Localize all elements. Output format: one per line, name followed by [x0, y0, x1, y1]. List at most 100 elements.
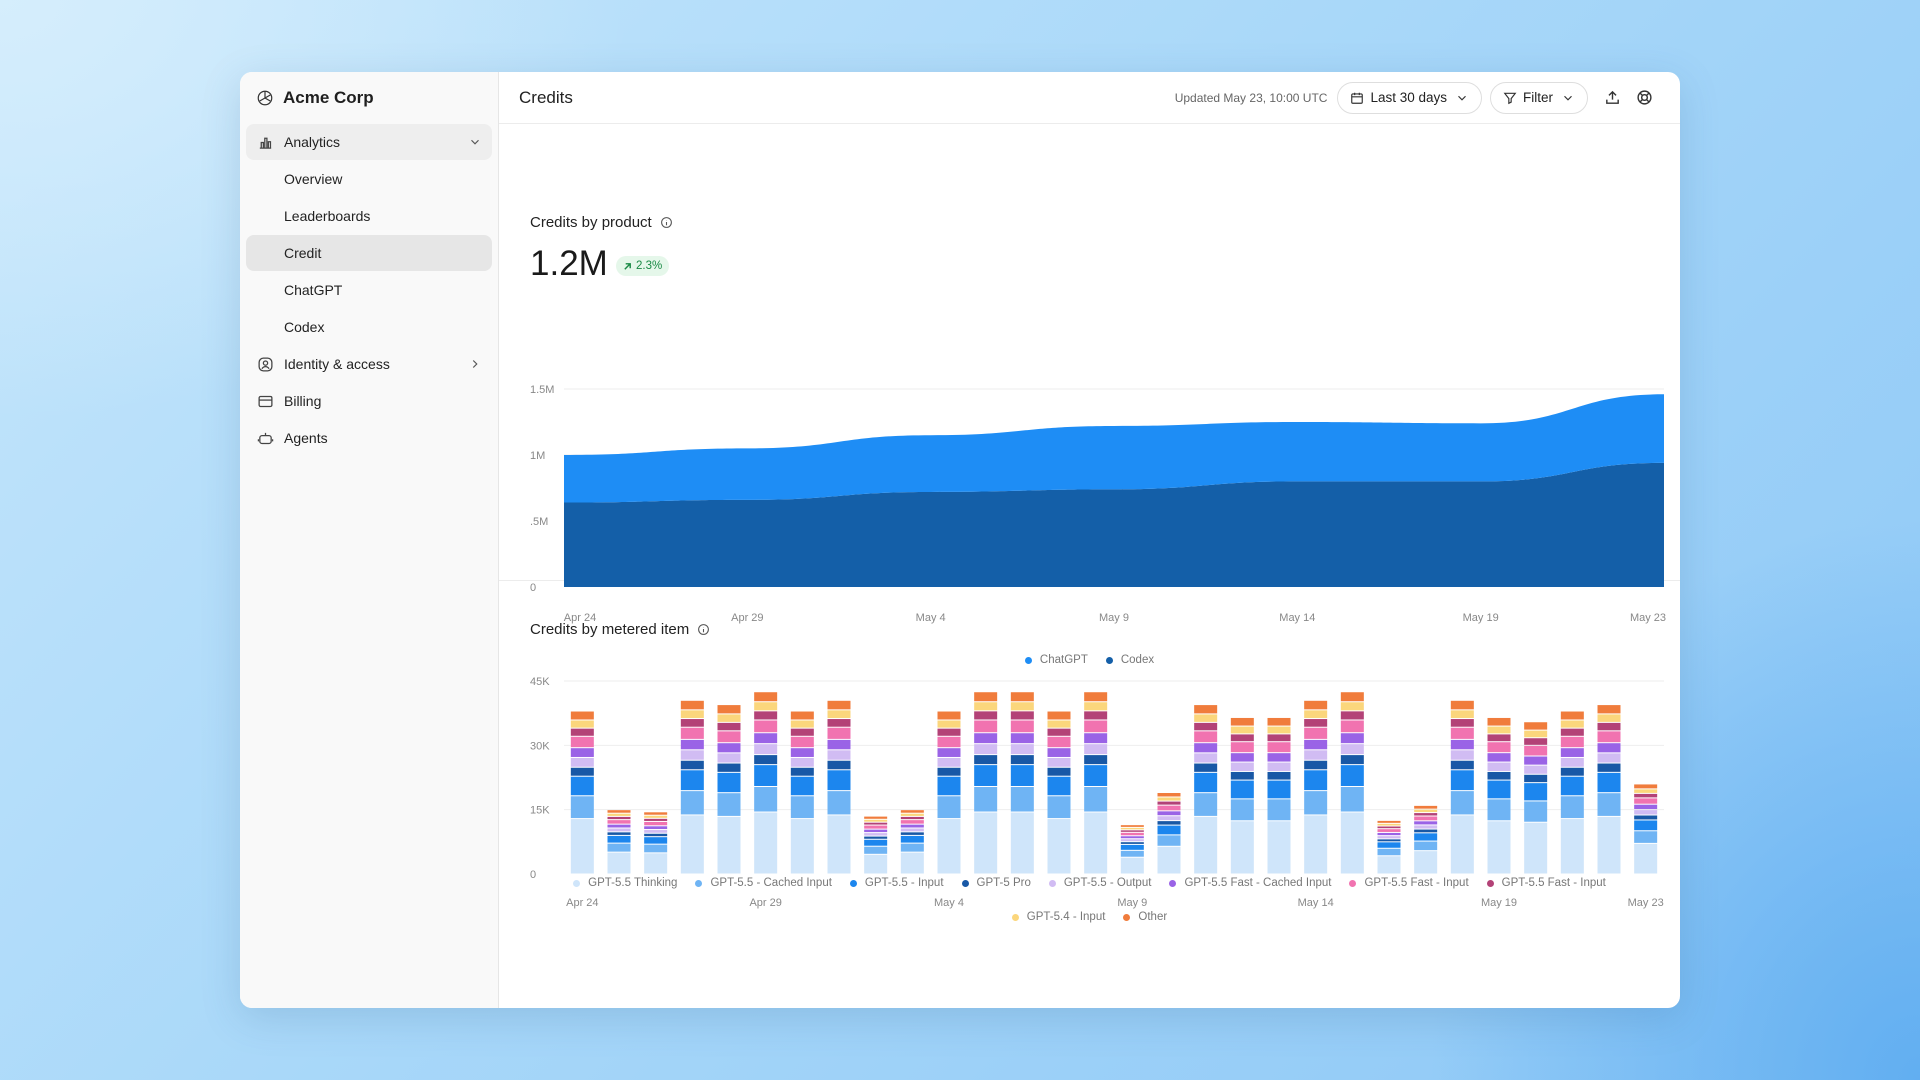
bar-segment [1340, 692, 1364, 702]
bar-stack[interactable] [1194, 705, 1218, 874]
sidebar-item-chatgpt[interactable]: ChatGPT [246, 272, 492, 308]
export-button[interactable] [1596, 82, 1628, 114]
sidebar-item-leaderboards[interactable]: Leaderboards [246, 198, 492, 234]
bar-stack[interactable] [607, 810, 631, 874]
bar-stack[interactable] [974, 692, 998, 874]
org-switcher[interactable]: Acme Corp [240, 72, 498, 124]
bar-segment [1414, 813, 1438, 816]
bar-segment [1230, 717, 1254, 726]
bar-segment [1010, 720, 1034, 733]
bar-stack[interactable] [864, 816, 888, 874]
filter-button[interactable]: Filter [1490, 81, 1588, 114]
bar-segment [1414, 825, 1438, 829]
bar-segment [1157, 805, 1181, 811]
date-range-button[interactable]: Last 30 days [1337, 81, 1482, 114]
bar-stack[interactable] [1340, 692, 1364, 874]
sidebar-item-codex[interactable]: Codex [246, 309, 492, 345]
bar-stack[interactable] [937, 711, 961, 874]
bar-stack[interactable] [1597, 705, 1621, 874]
bar-segment [1487, 771, 1511, 780]
bar-stack[interactable] [1377, 820, 1401, 874]
bar-stack[interactable] [1634, 784, 1658, 874]
bar-segment [1487, 742, 1511, 753]
bar-segment [1120, 857, 1144, 874]
bar-stack[interactable] [644, 812, 668, 874]
bar-stack[interactable] [1267, 717, 1291, 874]
area-series-codex[interactable] [564, 462, 1664, 587]
bar-segment [1377, 842, 1401, 848]
sidebar-item-analytics[interactable]: Analytics [246, 124, 492, 160]
bar-segment [790, 711, 814, 720]
bar-segment [1597, 722, 1621, 731]
info-icon[interactable] [660, 216, 673, 229]
bar-segment [1267, 734, 1291, 742]
legend-item[interactable]: GPT-5.5 - Cached Input [695, 866, 832, 900]
sidebar-item-billing[interactable]: Billing [246, 383, 492, 419]
bar-segment [1377, 826, 1401, 829]
bar-stack[interactable] [790, 711, 814, 874]
bar-segment [790, 748, 814, 757]
bar-segment [1304, 719, 1328, 727]
bar-stack[interactable] [1047, 711, 1071, 874]
bar-stack[interactable] [1487, 717, 1511, 874]
sidebar-item-credit[interactable]: Credit [246, 235, 492, 271]
legend-item-chatgpt[interactable]: ChatGPT [1024, 643, 1088, 677]
legend-item[interactable]: GPT-5.5 Fast - Input [1486, 866, 1606, 900]
bar-stack[interactable] [570, 711, 594, 874]
bar-stack[interactable] [1560, 711, 1584, 874]
sidebar-item-overview[interactable]: Overview [246, 161, 492, 197]
bar-segment [1487, 753, 1511, 762]
bar-segment [1487, 734, 1511, 742]
calendar-icon [1351, 92, 1364, 104]
bar-stack[interactable] [1230, 717, 1254, 874]
app-window: Acme Corp Analytics Overview Leaderboard… [240, 72, 1680, 1008]
sidebar-item-label: Overview [284, 171, 343, 187]
sidebar-item-identity-access[interactable]: Identity & access [246, 346, 492, 382]
bar-stack[interactable] [717, 705, 741, 874]
bar-stack[interactable] [1157, 793, 1181, 874]
area-series-chatgpt[interactable] [564, 394, 1664, 503]
bar-chart-icon [256, 133, 274, 151]
legend-label: GPT-5.5 - Output [1063, 877, 1152, 889]
bar-stack[interactable] [1414, 805, 1438, 874]
legend-item-codex[interactable]: Codex [1105, 643, 1154, 677]
bar-stack[interactable] [754, 692, 778, 874]
legend-item[interactable]: GPT-5 Pro [961, 866, 1031, 900]
legend-item[interactable]: GPT-5.5 - Input [849, 866, 944, 900]
bar-segment [827, 750, 851, 760]
legend-item[interactable]: GPT-5.5 Fast - Input [1349, 866, 1469, 900]
bar-segment [1084, 711, 1108, 720]
info-icon[interactable] [697, 623, 710, 636]
bar-stack[interactable] [1084, 692, 1108, 874]
bar-stack[interactable] [1304, 700, 1328, 874]
sidebar-item-agents[interactable]: Agents [246, 420, 492, 456]
chevron-down-icon [1564, 95, 1572, 101]
bar-segment [790, 767, 814, 776]
bar-segment [864, 839, 888, 846]
bar-segment [1084, 692, 1108, 702]
bar-segment [680, 727, 704, 739]
bar-stack[interactable] [1010, 692, 1034, 874]
sidebar-item-label: Codex [284, 319, 325, 335]
bar-stack[interactable] [680, 700, 704, 874]
bar-segment [1634, 804, 1658, 810]
bar-stack[interactable] [1450, 700, 1474, 874]
bar-segment [1340, 812, 1364, 874]
bar-segment [1047, 767, 1071, 776]
bar-segment [864, 854, 888, 874]
legend-item[interactable]: Other [1123, 900, 1167, 934]
bar-segment [900, 824, 924, 828]
bar-stack[interactable] [900, 810, 924, 874]
legend-item[interactable]: GPT-5.4 - Input [1011, 900, 1105, 934]
legend-item[interactable]: GPT-5.5 - Output [1048, 866, 1152, 900]
bar-stack[interactable] [1120, 825, 1144, 874]
bar-segment [827, 791, 851, 815]
legend-item[interactable]: GPT-5.5 Fast - Cached Input [1169, 866, 1331, 900]
help-button[interactable] [1628, 82, 1660, 114]
bar-segment [1194, 793, 1218, 816]
bar-segment [1414, 809, 1438, 813]
bar-segment [1304, 770, 1328, 791]
bar-stack[interactable] [827, 700, 851, 874]
bar-stack[interactable] [1524, 722, 1548, 874]
legend-item[interactable]: GPT-5.5 Thinking [573, 866, 677, 900]
